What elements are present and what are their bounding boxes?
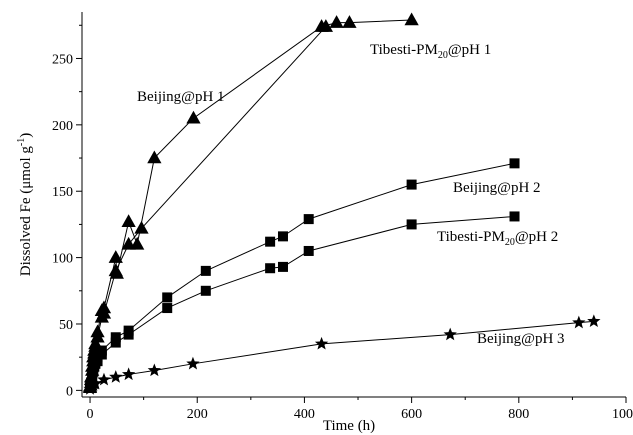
series-label-main: Tibesti-PM [437,229,505,245]
data-point-square-marker [87,372,98,383]
data-point-star-marker [121,367,136,381]
series-label-rest: @pH 1 [448,42,491,58]
data-point-square-marker [509,158,520,169]
series-label-4: Beijing@pH 3 [477,331,565,347]
x-tick-label: 400 [294,407,315,422]
data-point-triangle-marker [318,19,333,32]
data-point-square-marker [162,303,173,314]
data-point-square-marker [110,337,121,348]
data-point-star-marker [314,336,329,350]
data-point-star-marker [443,327,457,341]
x-axis-title: Time (h) [323,418,375,434]
data-point-square-marker [265,236,276,247]
data-point-square-marker [92,356,103,367]
y-tick-label: 200 [52,119,73,134]
series-label-main: Beijing@pH 3 [477,331,565,347]
y-axis-title-main: Dissolved Fe (μmol g [18,146,34,277]
data-point-square-marker [277,231,288,242]
series-label-0: Beijing@pH 1 [137,89,225,105]
data-point-square-marker [200,265,211,276]
x-tick-label: 200 [187,407,208,422]
data-point-triangle-marker [186,110,201,124]
data-point-triangle-marker [147,150,162,164]
data-point-star-marker [109,370,123,383]
data-point-triangle-marker [404,12,419,26]
data-point-square-marker [277,261,288,272]
data-point-triangle-marker [108,250,123,263]
x-tick-label: 0 [87,407,94,422]
series-line-2 [89,162,515,388]
data-point-square-marker [303,214,314,225]
y-axis-title: Dissolved Fe (μmol g-1) [16,133,34,276]
series-label-3: Tibesti-PM20@pH 2 [437,229,558,248]
data-point-square-marker [123,329,134,340]
y-tick-label: 150 [52,185,73,200]
data-point-star-marker [97,372,111,386]
data-point-star-marker [88,376,103,390]
data-point-triangle-marker [96,305,112,319]
data-point-triangle-marker [121,214,136,228]
y-axis-title-superscript: -1 [16,138,27,146]
data-point-triangle-marker [108,263,123,277]
data-point-square-marker [200,285,211,296]
data-point-square-marker [303,245,314,256]
data-point-square-marker [162,292,173,303]
data-point-triangle-marker [329,15,344,28]
data-point-square-marker [110,332,121,343]
series-label-main: Tibesti-PM [370,42,438,58]
data-point-star-marker [572,315,586,329]
series-line-0 [89,19,412,387]
data-point-square-marker [509,211,520,222]
data-point-triangle-marker [134,220,149,234]
series-label-subscript: 20 [438,50,448,61]
data-point-star-marker [147,363,162,377]
y-tick-label: 100 [52,252,73,267]
series-label-rest: @pH 2 [515,229,558,245]
series-label-main: Beijing@pH 1 [137,89,225,105]
data-point-triangle-marker [121,236,136,250]
series-label-subscript: 20 [505,237,515,248]
data-point-square-marker [265,263,276,274]
y-tick-label: 250 [52,52,73,67]
data-point-star-marker [186,356,200,370]
series-label-1: Tibesti-PM20@pH 1 [370,42,491,61]
data-point-square-marker [96,349,107,360]
series-markers-group [82,12,601,395]
data-point-square-marker [88,366,99,377]
x-tick-label: 800 [508,407,529,422]
data-point-square-marker [406,219,417,230]
data-point-triangle-marker [90,329,105,343]
series-label-2: Beijing@pH 2 [453,180,541,196]
y-tick-label: 0 [66,384,73,399]
data-point-square-marker [406,179,417,190]
data-point-star-marker [587,314,601,327]
y-tick-label: 50 [59,318,73,333]
data-point-triangle-marker [342,15,357,28]
y-axis-title-close: ) [18,133,34,138]
x-tick-label: 600 [401,407,422,422]
series-label-main: Beijing@pH 2 [453,180,541,196]
